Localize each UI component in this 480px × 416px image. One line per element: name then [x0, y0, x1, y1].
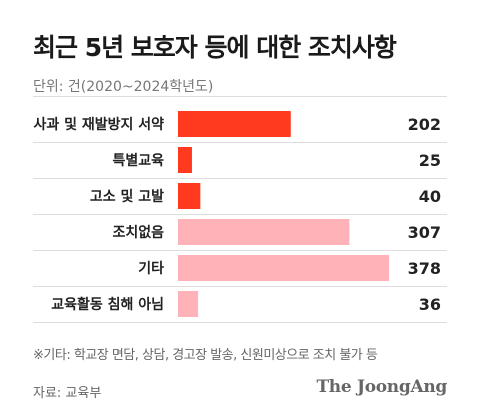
bar [178, 111, 291, 137]
bar [178, 183, 201, 209]
value-label: 36 [419, 295, 441, 314]
value-label: 40 [419, 187, 441, 206]
value-label: 202 [408, 115, 441, 134]
value-label: 25 [419, 151, 441, 170]
category-label: 사과 및 재발방지 서약 [33, 116, 164, 133]
unit-label: 단위: 건(2020~2024학년도) [33, 79, 214, 95]
category-label: 고소 및 고발 [90, 188, 164, 205]
source-label: 자료: 교육부 [33, 386, 102, 401]
bar [178, 219, 350, 245]
category-label: 기타 [138, 261, 164, 277]
bar-chart: 사과 및 재발방지 서약 202 특별교육 25 고소 및 고발 40 조치없음 307 기타 3… [33, 96, 447, 323]
footnote: ※기타: 학교장 면담, 상담, 경고장 발송, 신원미상으로 조치 불가 등 [33, 348, 378, 363]
bar [178, 255, 389, 281]
value-label: 378 [408, 259, 441, 278]
chart-title: 최근 5년 보호자 등에 대한 조치사항 [33, 33, 397, 62]
bar [178, 147, 192, 173]
category-label: 교육활동 침해 아님 [51, 296, 164, 313]
value-label: 307 [408, 223, 441, 242]
bar [178, 291, 199, 317]
category-label: 특별교육 [112, 152, 164, 169]
category-label: 조치없음 [112, 225, 164, 241]
publisher-logo: The JoongAng [316, 377, 447, 397]
